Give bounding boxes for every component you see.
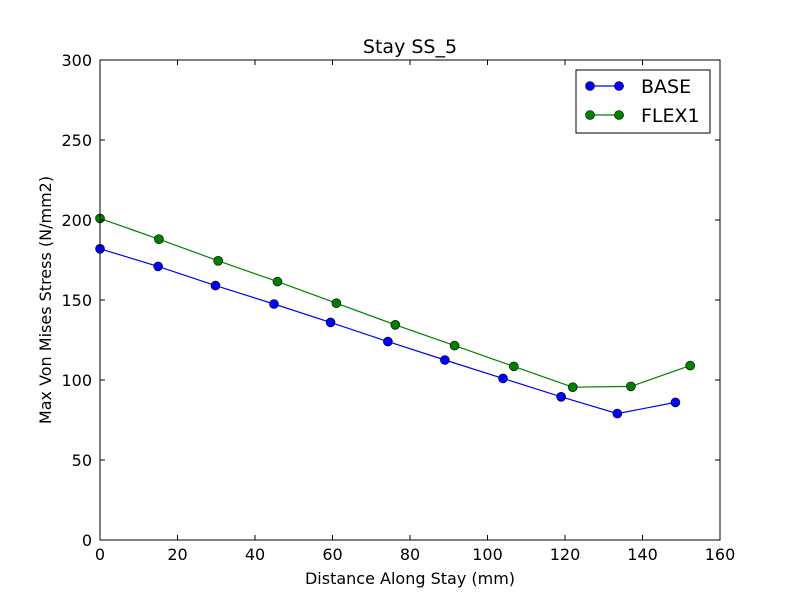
y-tick-label: 300: [61, 51, 92, 70]
data-point: [390, 319, 401, 330]
x-tick-label: 40: [245, 545, 265, 564]
ticks-layer: 0 20 40 60 80 100 120 140 160 0 50 100 150 200 250 300: [61, 51, 735, 564]
data-point: [272, 276, 283, 287]
data-point: [154, 234, 164, 244]
legend: BASE FLEX1: [575, 69, 711, 134]
legend-label: FLEX1: [641, 105, 700, 127]
series-line: [99, 217, 691, 388]
legend-marker: [585, 81, 595, 91]
y-axis-label: Max Von Mises Stress (N/mm2): [36, 176, 55, 424]
series-flex1: [95, 213, 695, 393]
x-tick-label: 160: [705, 545, 736, 564]
series-line: [99, 248, 676, 415]
data-point: [685, 360, 695, 371]
y-tick-label: 100: [61, 371, 92, 390]
legend-marker: [614, 81, 624, 91]
data-point: [331, 298, 342, 309]
y-tick-label: 250: [61, 131, 92, 150]
legend-label: BASE: [641, 76, 691, 98]
legend-item: BASE: [585, 76, 691, 98]
y-tick-label: 150: [61, 291, 92, 310]
data-point: [325, 317, 336, 328]
plot-frame: [99, 59, 721, 541]
data-point: [612, 408, 623, 419]
data-point: [626, 381, 636, 392]
data-point: [670, 397, 681, 408]
y-tick-label: 200: [61, 211, 92, 230]
legend-marker: [614, 110, 624, 120]
data-point: [210, 280, 221, 291]
data-point: [383, 336, 393, 347]
x-axis-label: Distance Along Stay (mm): [305, 569, 515, 588]
data-point: [449, 340, 460, 351]
legend-marker: [585, 110, 595, 120]
data-point: [509, 361, 519, 372]
series-layer: [95, 213, 695, 419]
legend-box: [575, 69, 711, 134]
data-point: [498, 373, 508, 384]
data-point: [269, 299, 279, 309]
data-point: [153, 261, 163, 272]
x-tick-label: 80: [400, 545, 420, 564]
x-tick-label: 120: [550, 545, 581, 564]
data-point: [567, 382, 578, 393]
chart-title: Stay SS_5: [363, 36, 457, 58]
x-tick-label: 140: [627, 545, 658, 564]
legend-item: FLEX1: [585, 105, 700, 127]
x-tick-label: 60: [322, 545, 342, 564]
data-point: [440, 355, 450, 365]
y-tick-label: 0: [82, 531, 92, 550]
series-base: [95, 244, 681, 419]
x-tick-label: 20: [167, 545, 187, 564]
data-point: [556, 391, 566, 402]
x-tick-label: 100: [472, 545, 503, 564]
data-point: [213, 255, 223, 266]
x-tick-label: 0: [95, 545, 105, 564]
y-tick-label: 50: [72, 451, 92, 470]
